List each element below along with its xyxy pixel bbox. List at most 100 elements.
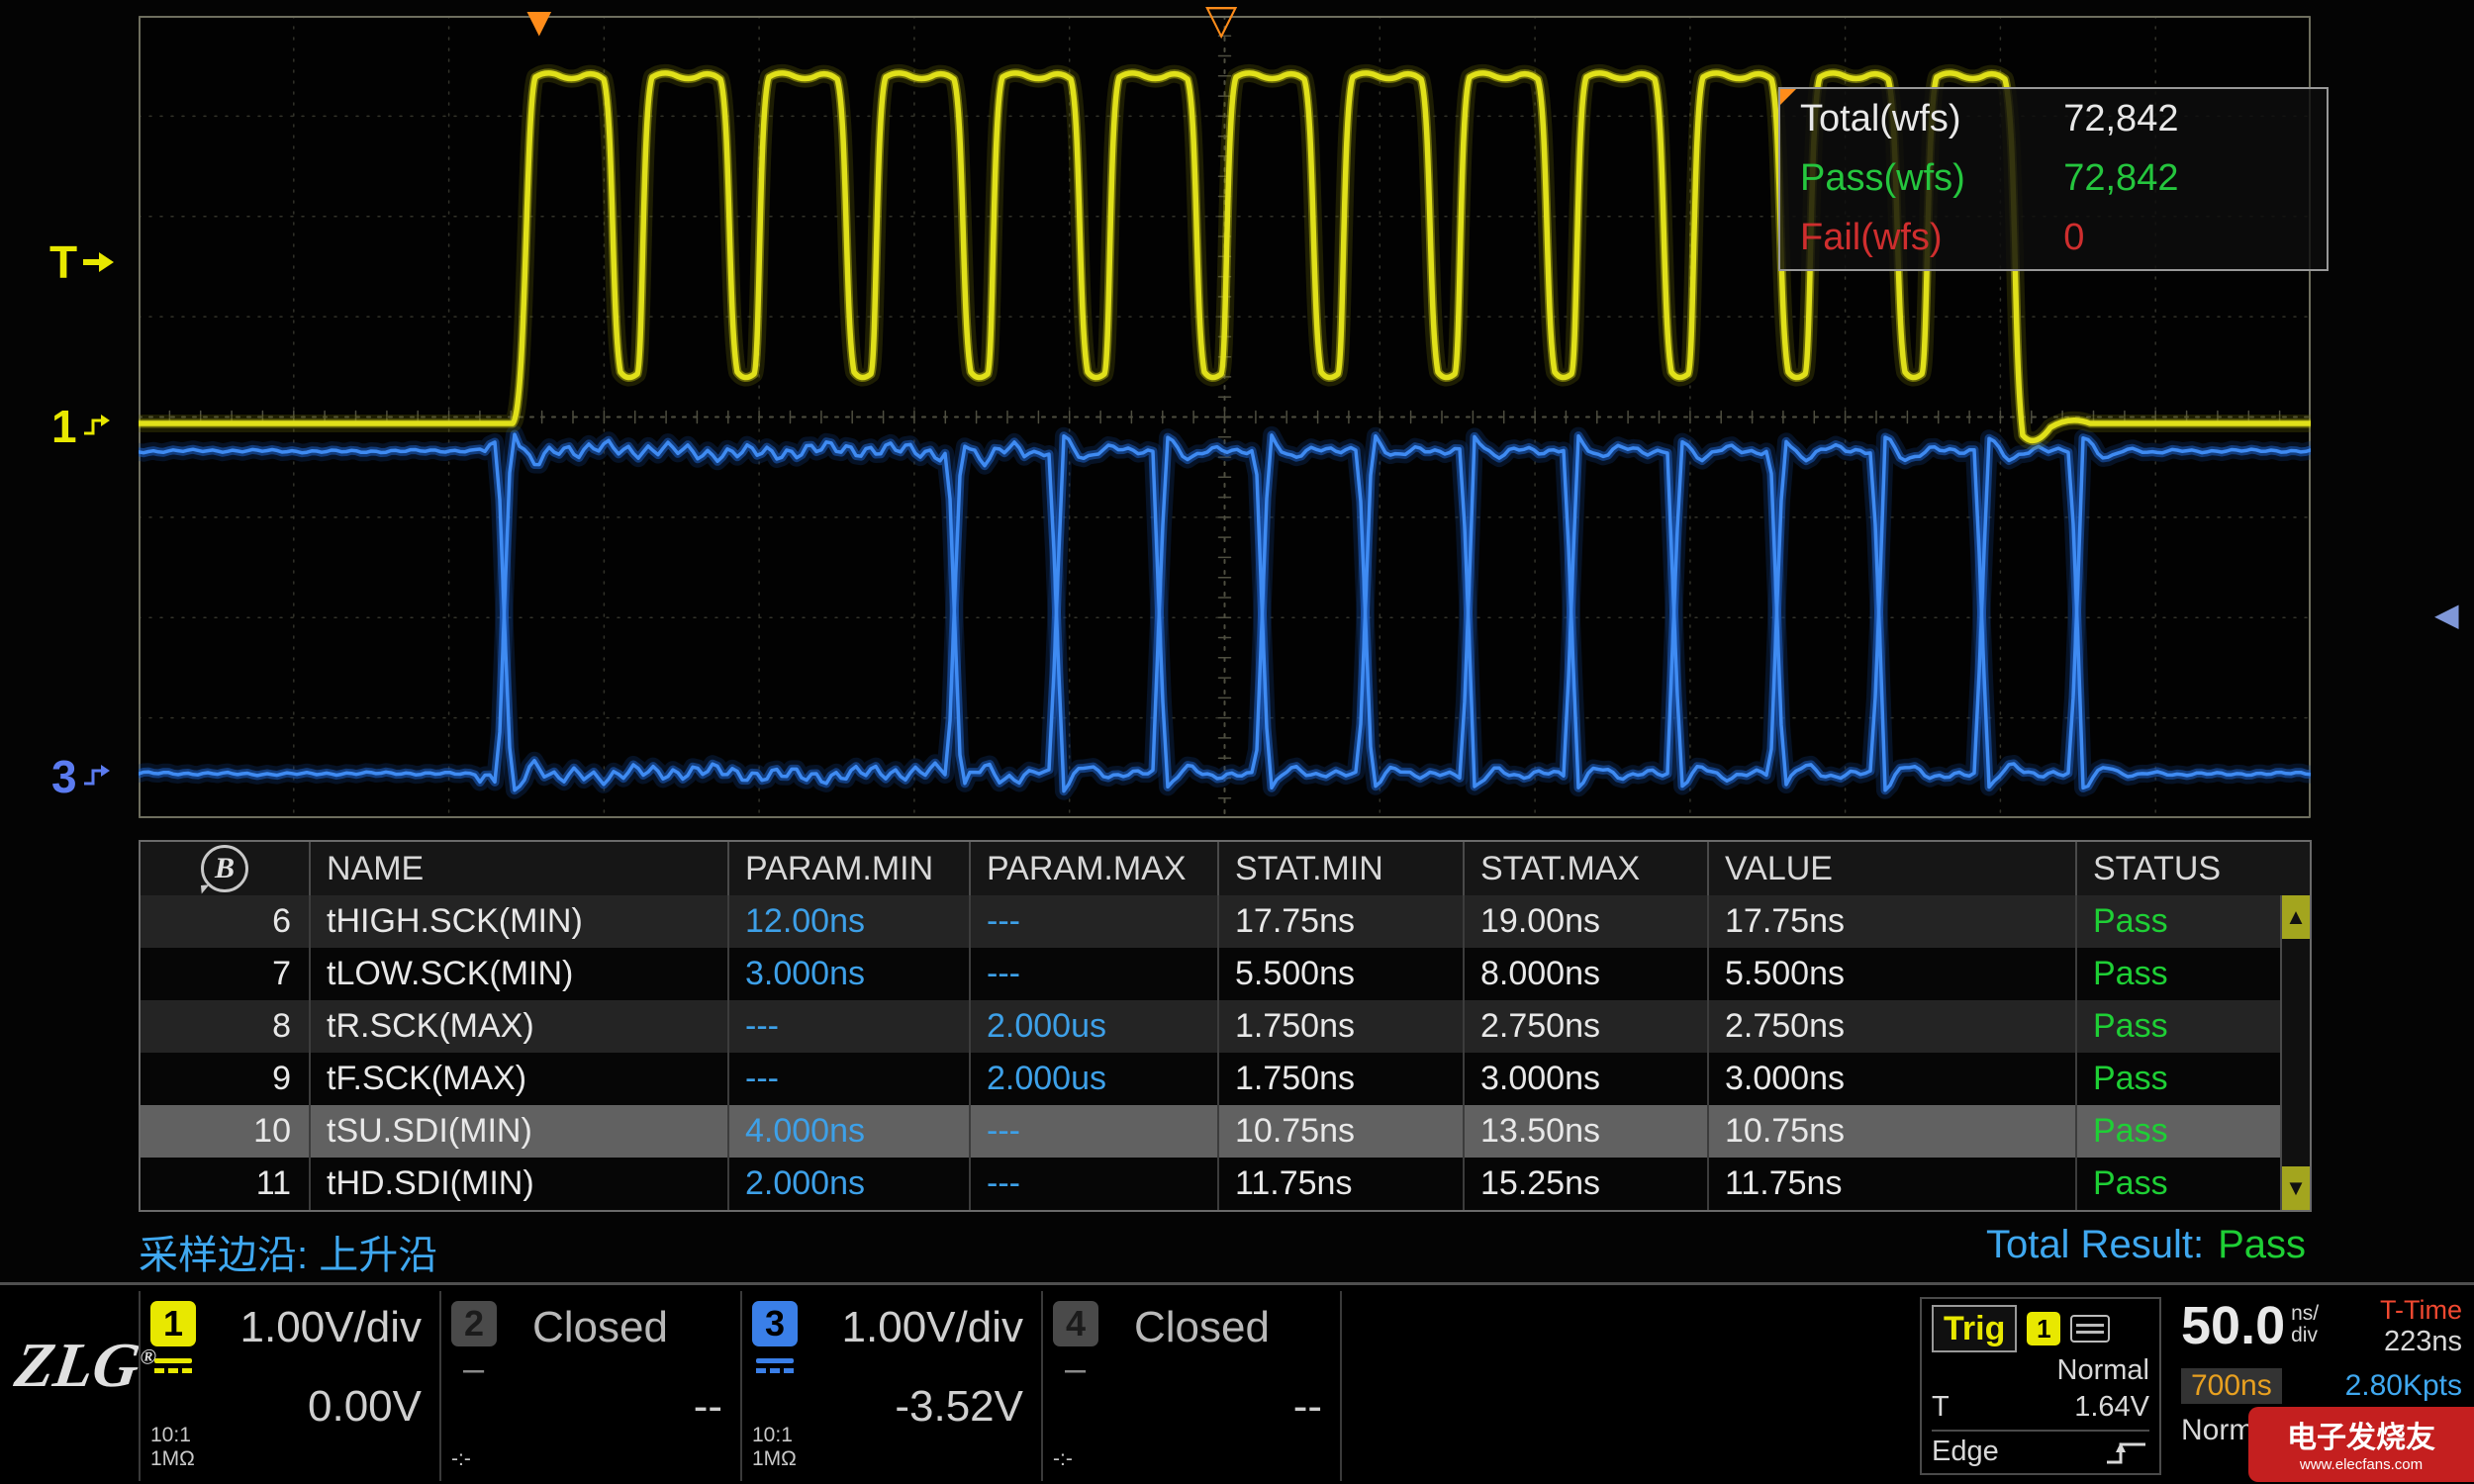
status: Pass [2093, 1060, 2168, 1097]
timebase-row2: 700ns 2.80Kpts [2181, 1368, 2462, 1404]
stat-min: 1.750ns [1219, 1000, 1465, 1053]
stats-fail-label: Fail(wfs) [1800, 216, 1943, 258]
channel-2-block[interactable]: 2– Closed -- -:- [439, 1291, 740, 1481]
param-max: --- [971, 895, 1219, 948]
header-stat-min: STAT.MIN [1219, 842, 1465, 895]
row-number: 10 [141, 1105, 311, 1158]
param-max: 2.000us [971, 1053, 1219, 1105]
param-max: --- [971, 1105, 1219, 1158]
channel-4-block[interactable]: 4– Closed -- -:- [1041, 1291, 1342, 1481]
trigger-header-row: Trig 1 [1932, 1305, 2149, 1352]
scroll-down-button[interactable]: ▼ [2282, 1166, 2310, 1210]
t-time-block: T-Time 223ns [2380, 1295, 2462, 1358]
value: 2.750ns [1709, 1000, 2077, 1053]
trigger-level-letter: T [1932, 1391, 1950, 1423]
trigger-panel[interactable]: Trig 1 Normal T 1.64V Edge [1920, 1297, 2161, 1475]
trigger-level-marker[interactable]: T [49, 235, 115, 289]
channel-scale: Closed [532, 1303, 668, 1351]
watermark-url: www.elecfans.com [2299, 1456, 2424, 1473]
value: 3.000ns [1709, 1053, 2077, 1105]
table-row-11[interactable]: 11 tHD.SDI(MIN) 2.000ns --- 11.75ns 15.25ns 11… [141, 1158, 2310, 1210]
stats-pass-value: 72,842 [2063, 156, 2179, 199]
dc-coupling-icon [154, 1358, 192, 1373]
stat-min: 1.750ns [1219, 1053, 1465, 1105]
channel-4-icon: 4 [1053, 1301, 1098, 1346]
row-number: 11 [141, 1158, 311, 1210]
trigger-source-channel-icon: 1 [2027, 1312, 2061, 1345]
value: 5.500ns [1709, 948, 2077, 1000]
param-name: tR.SCK(MAX) [311, 1000, 729, 1053]
table-row-10[interactable]: 10 tSU.SDI(MIN) 4.000ns --- 10.75ns 13.50ns 10… [141, 1105, 2310, 1158]
stat-max: 8.000ns [1465, 948, 1709, 1000]
stat-min: 11.75ns [1219, 1158, 1465, 1210]
param-min: 4.000ns [729, 1105, 971, 1158]
channel3-marker[interactable]: 3 [51, 750, 111, 803]
step-arrow-icon [83, 415, 110, 435]
channel-1-block[interactable]: 1 1.00V/div 0.00V 10:1 1MΩ [139, 1291, 439, 1481]
stats-b-icon: B [201, 845, 248, 892]
rising-edge-icon [2107, 1441, 2145, 1463]
status-bar: ZLG® 1 1.00V/div 0.00V 10:1 1MΩ 2– Closed -- -:-… [0, 1282, 2474, 1484]
channel-scale: 1.00V/div [841, 1303, 1023, 1351]
channel3-marker-label: 3 [51, 751, 77, 802]
header-param-min: PARAM.MIN [729, 842, 971, 895]
table-row-8[interactable]: 8 tR.SCK(MAX) --- 2.000us 1.750ns 2.750ns 2.75… [141, 1000, 2310, 1053]
stat-min: 10.75ns [1219, 1105, 1465, 1158]
timebase-row1: 50.0 ns/ div T-Time 223ns [2181, 1295, 2462, 1358]
stats-fail-row: Fail(wfs) 0 [1780, 208, 2327, 267]
table-badge-cell: B [141, 842, 311, 895]
status: Pass [2093, 955, 2168, 992]
channel-3-block[interactable]: 3 1.00V/div -3.52V 10:1 1MΩ [740, 1291, 1041, 1481]
total-result-label: Total Result: [1985, 1223, 2205, 1266]
right-edge-marker[interactable]: ◀ [2434, 597, 2459, 632]
param-min: 2.000ns [729, 1158, 971, 1210]
status: Pass [2093, 902, 2168, 940]
value: 11.75ns [1709, 1158, 2077, 1210]
param-min: --- [729, 1053, 971, 1105]
value: 17.75ns [1709, 895, 2077, 948]
probe-info: 10:1 1MΩ [150, 1424, 195, 1470]
horizontal-reference-marker[interactable]: ▽ [1205, 0, 1238, 43]
channel1-marker-label: 1 [51, 401, 77, 452]
param-max: --- [971, 1158, 1219, 1210]
table-row-7[interactable]: 7 tLOW.SCK(MIN) 3.000ns --- 5.500ns 8.000ns 5.… [141, 948, 2310, 1000]
param-name: tF.SCK(MAX) [311, 1053, 729, 1105]
value: 10.75ns [1709, 1105, 2077, 1158]
row-number: 7 [141, 948, 311, 1000]
channel1-marker[interactable]: 1 [51, 400, 111, 453]
table-row-6[interactable]: 6 tHIGH.SCK(MIN) 12.00ns --- 17.75ns 19.00ns 1… [141, 895, 2310, 948]
timebase-scale: 50.0 ns/ div [2181, 1295, 2319, 1358]
trigger-mode: Normal [2056, 1354, 2149, 1386]
stat-max: 3.000ns [1465, 1053, 1709, 1105]
param-min: 12.00ns [729, 895, 971, 948]
trigger-type-row: Edge [1932, 1430, 2149, 1468]
stats-pass-row: Pass(wfs) 72,842 [1780, 148, 2327, 208]
total-result: Total Result: Pass [1986, 1223, 2306, 1267]
timebase-scale-unit: ns/ div [2291, 1302, 2320, 1346]
memory-depth: 2.80Kpts [2344, 1369, 2462, 1402]
stat-max: 2.750ns [1465, 1000, 1709, 1053]
trigger-level-value: 1.64V [2074, 1391, 2149, 1423]
header-param-max: PARAM.MAX [971, 842, 1219, 895]
stats-total-value: 72,842 [2063, 97, 2179, 139]
table-scrollbar[interactable]: ▲ ▼ [2280, 895, 2310, 1210]
trigger-source-display-icon [2070, 1315, 2111, 1343]
channel-offset: 0.00V [308, 1382, 422, 1431]
table-row-9[interactable]: 9 tF.SCK(MAX) --- 2.000us 1.750ns 3.000ns 3.00… [141, 1053, 2310, 1105]
step-arrow-icon [83, 765, 110, 786]
scroll-up-button[interactable]: ▲ [2282, 895, 2310, 939]
status: Pass [2093, 1164, 2168, 1202]
trigger-position-marker[interactable]: ▼ [519, 0, 560, 45]
channel-2-icon: 2 [451, 1301, 497, 1346]
param-name: tHD.SDI(MIN) [311, 1158, 729, 1210]
param-min: --- [729, 1000, 971, 1053]
param-name: tSU.SDI(MIN) [311, 1105, 729, 1158]
stat-min: 5.500ns [1219, 948, 1465, 1000]
waveform-canvas[interactable] [139, 16, 2311, 818]
status: Pass [2093, 1007, 2168, 1045]
waveform-display[interactable]: ▼ ▽ Total(wfs) 72,842 Pass(wfs) 72,842 F… [139, 0, 2329, 818]
channel-3-icon: 3 [752, 1301, 798, 1346]
probe-info: -:- [451, 1447, 471, 1470]
acquire-mode: Norm [2181, 1414, 2254, 1446]
status: Pass [2093, 1112, 2168, 1150]
